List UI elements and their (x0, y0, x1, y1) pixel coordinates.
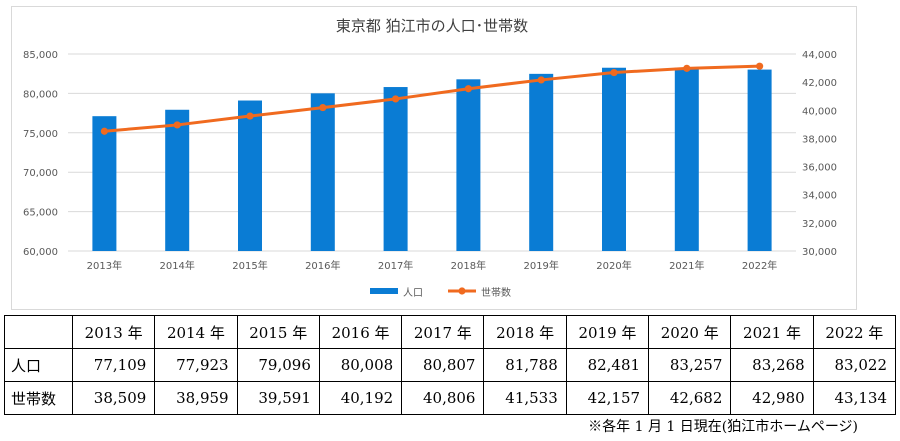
bar-population (602, 67, 626, 252)
x-tick-label: 2013年 (87, 259, 122, 272)
table-header-cell: 2013 年 (71, 315, 156, 349)
table-row-households: 世帯数 38,509 38,959 39,591 40,192 40,806 4… (4, 381, 897, 415)
point-households (756, 62, 764, 70)
point-households (537, 76, 545, 84)
point-households (173, 121, 181, 129)
table-header-cell: 2014 年 (154, 315, 238, 349)
y-right-tick-label: 36,000 (802, 163, 837, 174)
y-right-tick-label: 30,000 (802, 247, 837, 258)
y-left-tick-label: 80,000 (23, 89, 58, 100)
table-cell: 77,109 (71, 348, 156, 382)
table-cell: 80,008 (318, 348, 403, 382)
table-header-cell: 2021 年 (730, 315, 814, 349)
y-left-tick-label: 75,000 (23, 129, 58, 140)
data-table: 2013 年 2014 年 2015 年 2016 年 2017 年 2018 … (4, 315, 897, 415)
bar-population (674, 67, 699, 251)
table-header-cell: 2020 年 (648, 315, 732, 349)
table-row-population: 人口 77,109 77,923 79,096 80,008 80,807 81… (4, 348, 897, 382)
bar-population (238, 100, 262, 251)
y-left-tick-label: 70,000 (23, 168, 58, 179)
y-right-tick-label: 38,000 (802, 134, 837, 145)
table-header-cell: 2022 年 (812, 315, 897, 349)
x-tick-label: 2015年 (232, 259, 267, 272)
bar-population (747, 69, 772, 251)
chart-svg: 東京都 狛江市の人口･世帯数 60,000 65,000 70,000 75,000 80… (23, 17, 837, 299)
point-households (246, 112, 254, 120)
table-cell: 42,157 (565, 381, 650, 415)
bar-population (529, 73, 554, 251)
row-label-households: 世帯数 (4, 381, 73, 415)
row-label-population: 人口 (4, 348, 73, 382)
table-cell: 81,788 (483, 348, 567, 382)
table-header-cell: 2019 年 (565, 315, 650, 349)
line-households (104, 64, 760, 133)
chart-title: 東京都 狛江市の人口･世帯数 (336, 17, 528, 35)
x-tick-label: 2017年 (378, 259, 413, 272)
table-cell: 39,591 (236, 381, 320, 415)
point-households (100, 127, 108, 135)
legend-label-households: 世帯数 (481, 286, 511, 299)
y-left-tick-label: 60,000 (23, 247, 58, 258)
x-tick-label: 2018年 (451, 259, 486, 272)
table-cell: 38,509 (71, 381, 156, 415)
point-households (392, 95, 400, 103)
x-tick-label: 2022年 (742, 259, 777, 272)
point-households (683, 64, 691, 72)
table-header-cell: 2016 年 (318, 315, 403, 349)
table-header-cell: 2017 年 (401, 315, 485, 349)
table-cell: 80,807 (401, 348, 485, 382)
x-tick-label: 2020年 (596, 259, 631, 272)
bar-population (383, 87, 408, 252)
bar-population (310, 93, 335, 251)
table-cell: 77,923 (154, 348, 238, 382)
table-cell: 38,959 (154, 381, 238, 415)
x-tick-label: 2021年 (669, 259, 704, 272)
y-left-tick-label: 65,000 (23, 208, 58, 219)
bar-population (165, 109, 190, 252)
table-cell: 82,481 (565, 348, 650, 382)
table-cell: 43,134 (812, 381, 897, 415)
chart-frame: 東京都 狛江市の人口･世帯数 60,000 65,000 70,000 75,000 80… (11, 6, 857, 310)
bar-population (456, 79, 481, 251)
x-tick-label: 2014年 (159, 259, 194, 272)
legend-swatch-population (370, 288, 398, 294)
legend-marker-households (458, 287, 466, 295)
table-header-cell: 2018 年 (483, 315, 567, 349)
y-right-tick-label: 32,000 (802, 219, 837, 230)
x-tick-label: 2016年 (305, 259, 340, 272)
table-cell: 40,806 (401, 381, 485, 415)
legend-label-population: 人口 (403, 287, 423, 299)
table-cell: 40,192 (318, 381, 403, 415)
footnote: ※各年 1 月 1 日現在(狛江市ホームページ) (588, 419, 858, 435)
table-cell: 41,533 (483, 381, 567, 415)
table-cell: 79,096 (236, 348, 320, 382)
point-households (610, 68, 618, 77)
point-households (319, 103, 327, 112)
table-cell: 83,022 (812, 348, 897, 382)
point-households (464, 85, 472, 93)
table-header-cell: 2015 年 (236, 315, 320, 349)
x-tick-label: 2019年 (523, 259, 558, 272)
table-cell: 42,980 (730, 381, 814, 415)
y-right-tick-label: 40,000 (802, 106, 837, 117)
y-right-tick-label: 44,000 (802, 50, 837, 61)
table-header-cell (4, 315, 73, 349)
y-right-tick-label: 34,000 (802, 191, 837, 202)
y-left-tick-label: 85,000 (23, 50, 58, 61)
table-cell: 42,682 (648, 381, 732, 415)
table-cell: 83,257 (648, 348, 732, 382)
table-header-row: 2013 年 2014 年 2015 年 2016 年 2017 年 2018 … (4, 315, 897, 349)
table-cell: 83,268 (730, 348, 814, 382)
bar-population (92, 116, 117, 251)
y-right-tick-label: 42,000 (802, 78, 837, 89)
